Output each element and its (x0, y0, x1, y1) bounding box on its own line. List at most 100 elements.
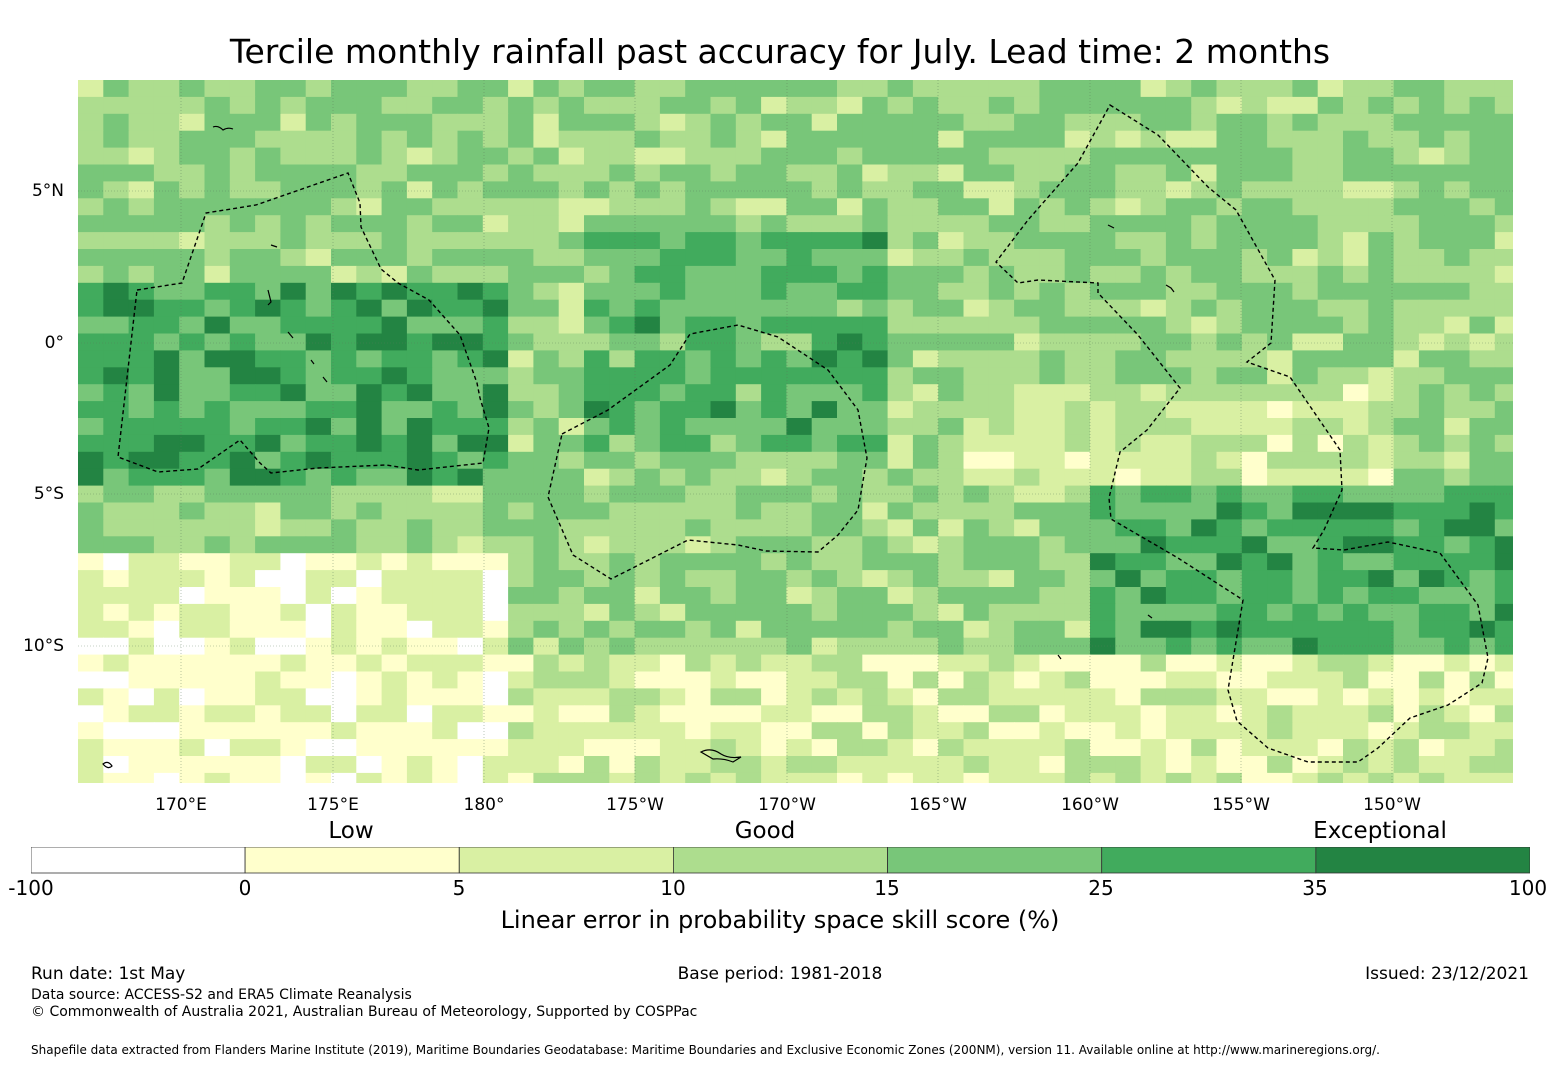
grid-cell (1267, 671, 1293, 689)
grid-cell (1444, 249, 1470, 267)
grid-cell (153, 570, 180, 588)
grid-cell (811, 384, 838, 402)
grid-cell (1494, 232, 1513, 250)
grid-cell (1241, 418, 1268, 436)
grid-cell (887, 502, 914, 520)
grid-cell (255, 739, 281, 757)
grid-cell (305, 688, 332, 706)
grid-cell (1165, 772, 1192, 783)
grid-cell (103, 519, 130, 537)
grid-cell (179, 671, 205, 689)
colorbar-swatch (458, 847, 674, 874)
grid-cell (406, 519, 433, 537)
grid-cell (457, 451, 484, 470)
grid-cell (1267, 265, 1293, 284)
grid-cell (381, 434, 408, 453)
grid-cell (887, 434, 914, 453)
grid-cell (659, 130, 686, 149)
grid-cell (1469, 570, 1496, 588)
grid-cell (685, 113, 711, 132)
grid-cell (558, 536, 585, 554)
grid-cell (1418, 96, 1445, 115)
grid-cell (482, 96, 509, 115)
grid-cell (1064, 265, 1091, 284)
grid-cell (1317, 130, 1344, 149)
x-tick-label: 165°W (909, 795, 967, 815)
grid-cell (1115, 722, 1142, 740)
grid-cell (912, 705, 939, 723)
grid-cell (482, 705, 509, 723)
grid-cell (78, 434, 104, 453)
grid-cell (1039, 401, 1066, 419)
grid-cell (1368, 130, 1395, 149)
grid-cell (1494, 553, 1513, 571)
grid-cell (1014, 637, 1040, 656)
grid-cell (255, 130, 281, 149)
grid-cell (1241, 198, 1268, 216)
grid-cell (988, 333, 1015, 351)
grid-cell (356, 772, 383, 783)
grid-cell (1140, 772, 1167, 783)
grid-cell (938, 620, 964, 639)
grid-cell (356, 215, 383, 233)
grid-cell (179, 299, 205, 318)
grid-cell (508, 181, 534, 199)
grid-cell (811, 603, 838, 622)
grid-cell (1418, 367, 1445, 385)
grid-cell (533, 502, 560, 520)
grid-cell (229, 215, 256, 233)
grid-cell (179, 603, 205, 622)
grid-cell (1039, 350, 1066, 368)
grid-cell (887, 553, 914, 571)
grid-cell (786, 502, 813, 520)
grid-cell (1494, 637, 1513, 656)
grid-cell (406, 164, 433, 182)
grid-cell (432, 603, 458, 622)
grid-cell (1368, 401, 1395, 419)
grid-cell (1039, 468, 1066, 487)
grid-cell (685, 502, 711, 520)
grid-cell (963, 502, 990, 520)
grid-cell (280, 722, 307, 740)
grid-cell (1191, 401, 1217, 419)
grid-cell (179, 384, 205, 402)
grid-cell (432, 485, 458, 503)
grid-cell (1115, 739, 1142, 757)
grid-cell (1469, 756, 1496, 774)
grid-cell (837, 502, 863, 520)
grid-cell (558, 502, 585, 520)
grid-cell (1064, 654, 1091, 672)
grid-cell (153, 637, 180, 656)
grid-cell (710, 384, 737, 402)
grid-cell (786, 519, 813, 537)
grid-cell (1444, 519, 1470, 537)
grid-cell (229, 147, 256, 165)
grid-cell (508, 620, 534, 639)
grid-cell (1368, 316, 1395, 334)
grid-cell (1418, 587, 1445, 605)
grid-cell (1140, 215, 1167, 233)
grid-cell (1418, 705, 1445, 723)
grid-cell (331, 164, 357, 182)
grid-cell (128, 739, 155, 757)
grid-cell (1292, 502, 1319, 520)
run-date: Run date: 1st May (31, 964, 186, 984)
grid-cell (1418, 130, 1445, 149)
grid-cell (179, 265, 205, 284)
grid-cell (912, 587, 939, 605)
grid-cell (1216, 772, 1243, 783)
grid-cell (305, 502, 332, 520)
grid-cell (1140, 637, 1167, 656)
grid-cell (1393, 316, 1420, 334)
grid-cell (1267, 316, 1293, 334)
grid-cell (457, 232, 484, 250)
grid-cell (786, 367, 813, 385)
grid-cell (356, 401, 383, 419)
grid-cell (1393, 451, 1420, 470)
grid-cell (78, 587, 104, 605)
grid-cell (1216, 485, 1243, 503)
grid-cell (988, 739, 1015, 757)
grid-cell (584, 570, 610, 588)
grid-cell (1115, 384, 1142, 402)
grid-cell (685, 401, 711, 419)
